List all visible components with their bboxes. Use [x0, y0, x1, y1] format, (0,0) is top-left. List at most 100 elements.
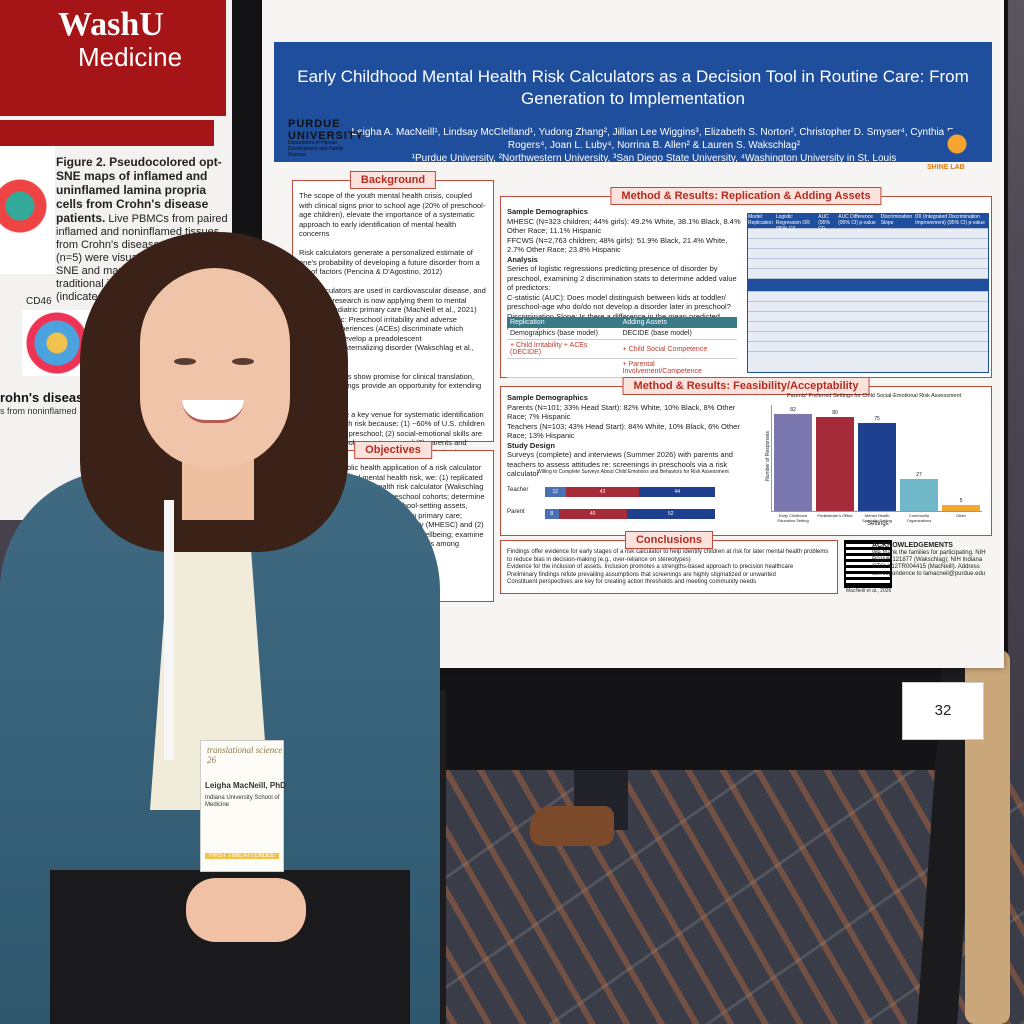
stat-header-row: Model: Replication Logistic Regression O…: [748, 214, 988, 232]
feasibility-text: Sample Demographics Parents (N=101; 33% …: [507, 393, 747, 479]
author-list: Leigha A. MacNeill¹, Lindsay McClelland¹…: [351, 127, 957, 151]
stat-row: [748, 259, 988, 269]
badge-year: 26: [207, 755, 216, 765]
ack-title: ACKNOWLEDGEMENTS: [872, 542, 953, 549]
stat-header: Model: Replication: [748, 214, 773, 226]
analysis-title: Analysis: [507, 254, 538, 264]
category-label: Parent: [507, 509, 525, 515]
qr-caption: MacNeill et al., 2026: [846, 588, 892, 594]
sample-line: Teachers (N=103; 43% Head Start): 84% Wh…: [507, 421, 740, 441]
bar: [816, 416, 854, 511]
stat-row: [748, 279, 988, 292]
shine-lab-logo: SHINE LAB: [927, 128, 987, 184]
acknowledgements: ACKNOWLEDGEMENTS We thank the families f…: [872, 542, 992, 578]
bar: [942, 505, 980, 511]
stat-header: Discrimination Slope: [880, 214, 913, 226]
stat-row: [748, 292, 988, 302]
table-cell: [507, 358, 620, 378]
feasibility-header: Method & Results: Feasibility/Acceptabil…: [622, 377, 870, 395]
replication-table: Replication Adding Assets Demographics (b…: [507, 317, 737, 378]
plot-area: 82 Early Childhood Education Setting 80 Ped…: [771, 405, 982, 523]
sample-line: Parents (N=101; 33% Head Start): 82% Whi…: [507, 402, 736, 422]
bar-value-label: 75: [874, 415, 880, 422]
y-axis-label: Number of Responses: [764, 431, 771, 481]
sample-title: Sample Demographics: [507, 393, 588, 402]
stat-row: [748, 312, 988, 322]
objectives-header: Objectives: [354, 441, 432, 459]
left-eye: [174, 358, 196, 365]
table-cell: + Parental Involvement/Competence: [619, 358, 737, 378]
bullet: Evidence for the inclusion of assets. In…: [507, 564, 794, 570]
category-label: Mental Health Specialty Setting: [862, 513, 892, 523]
design-text: Surveys (complete) and interviews (Summe…: [507, 450, 733, 478]
name-badge: translational science 26 Leigha MacNeill…: [200, 740, 286, 872]
poster-number-tag: 32: [902, 682, 984, 740]
bar: [900, 479, 938, 511]
stat-row: [748, 229, 988, 239]
qr-code[interactable]: [844, 540, 892, 588]
red-band: [0, 120, 214, 146]
face: [140, 268, 290, 468]
conclusions-header: Conclusions: [624, 531, 714, 549]
smile: [182, 400, 244, 423]
stat-row: [748, 269, 988, 279]
affiliations: ¹Purdue University, ²Northwestern Univer…: [411, 153, 897, 164]
table-header: Replication: [507, 317, 620, 328]
board-leg: [438, 690, 446, 1024]
marker-label: CD46: [26, 296, 52, 307]
replication-header: Method & Results: Replication & Adding A…: [610, 187, 882, 205]
lanyard: [164, 500, 174, 760]
bar: [774, 414, 812, 511]
bullet: Preliminary findings refute prevailing a…: [507, 571, 776, 578]
bar-segment-disagree: 12: [545, 487, 566, 497]
willingness-chart: Willing to Complete Surveys About Child …: [507, 469, 729, 529]
bar-value-label: 80: [832, 409, 838, 416]
sun-icon: [941, 128, 973, 160]
replication-section: Method & Results: Replication & Adding A…: [500, 187, 992, 378]
right-eye: [232, 358, 254, 365]
table-cell: Demographics (base model): [507, 328, 620, 340]
category-label: Teacher: [507, 487, 529, 493]
opt-sne-map: [0, 146, 55, 274]
clasped-hands: [186, 878, 306, 942]
bullet: Risk calculators generate a personalized…: [299, 248, 480, 276]
ack-text: We thank the families for participating.…: [872, 550, 986, 577]
replication-text: Sample Demographics MHESC (N=323 childre…: [507, 207, 743, 331]
category-label: Other: [955, 513, 966, 518]
poster-title: Early Childhood Mental Health Risk Calcu…: [297, 67, 969, 108]
stat-header: AUC Difference (95% CI) p-value: [838, 214, 876, 226]
badge-brand: translational science 26: [207, 745, 283, 765]
badge-ribbon: FIRST TIME ATTENDEE: [205, 853, 279, 859]
section-caption: rohn's disease p: [0, 390, 103, 405]
bar-value-label: 27: [916, 472, 922, 479]
table-cell: + Child Social Competence: [619, 339, 737, 359]
x-axis-label: Settings: [867, 521, 889, 527]
statistics-table: Model: Replication Logistic Regression O…: [747, 213, 989, 373]
chart-title: Willing to Complete Surveys About Child …: [537, 469, 729, 475]
bullet: Constituent perspectives are key for cre…: [507, 579, 757, 585]
category-label: Early Childhood Education Setting: [777, 513, 809, 523]
analysis-text: Series of logistic regressions predictin…: [507, 264, 737, 292]
bar: [858, 422, 896, 511]
bar-value-label: 5: [959, 498, 963, 505]
poster-banner: Early Childhood Mental Health Risk Calcu…: [274, 42, 992, 165]
stat-header: Logistic Regression OR (95% CI): [775, 214, 810, 232]
bullet: Risk calculators are used in cardiovascu…: [299, 286, 486, 314]
table-header: Adding Assets: [619, 317, 737, 328]
purdue-name: PURDUE UNIVERSITY: [288, 118, 365, 142]
poster-authors: Leigha A. MacNeill¹, Lindsay McClelland¹…: [334, 126, 974, 165]
bar-row-parent: 8 40 52: [545, 509, 715, 519]
stat-row: [748, 322, 988, 332]
stat-row: [748, 332, 988, 342]
section-subcaption: s from noninflamed: [0, 406, 77, 416]
stat-header: AUC (95% CI): [818, 214, 830, 232]
shine-label: SHINE LAB: [927, 164, 965, 171]
design-title: Study Design: [507, 440, 555, 450]
settings-chart: Parents' Preferred Settings for Child So…: [757, 393, 985, 529]
bar-row-teacher: 12 43 44: [545, 487, 715, 497]
category-label: Community Organizations: [906, 513, 932, 523]
bar-segment-neutral: 40: [558, 509, 627, 519]
purdue-logo: PURDUE UNIVERSITY Department of Human De…: [288, 96, 363, 158]
bar-segment-agree: 44: [639, 487, 715, 497]
sample-line: MHESC (N=323 children; 44% girls): 49.2%…: [507, 216, 741, 236]
